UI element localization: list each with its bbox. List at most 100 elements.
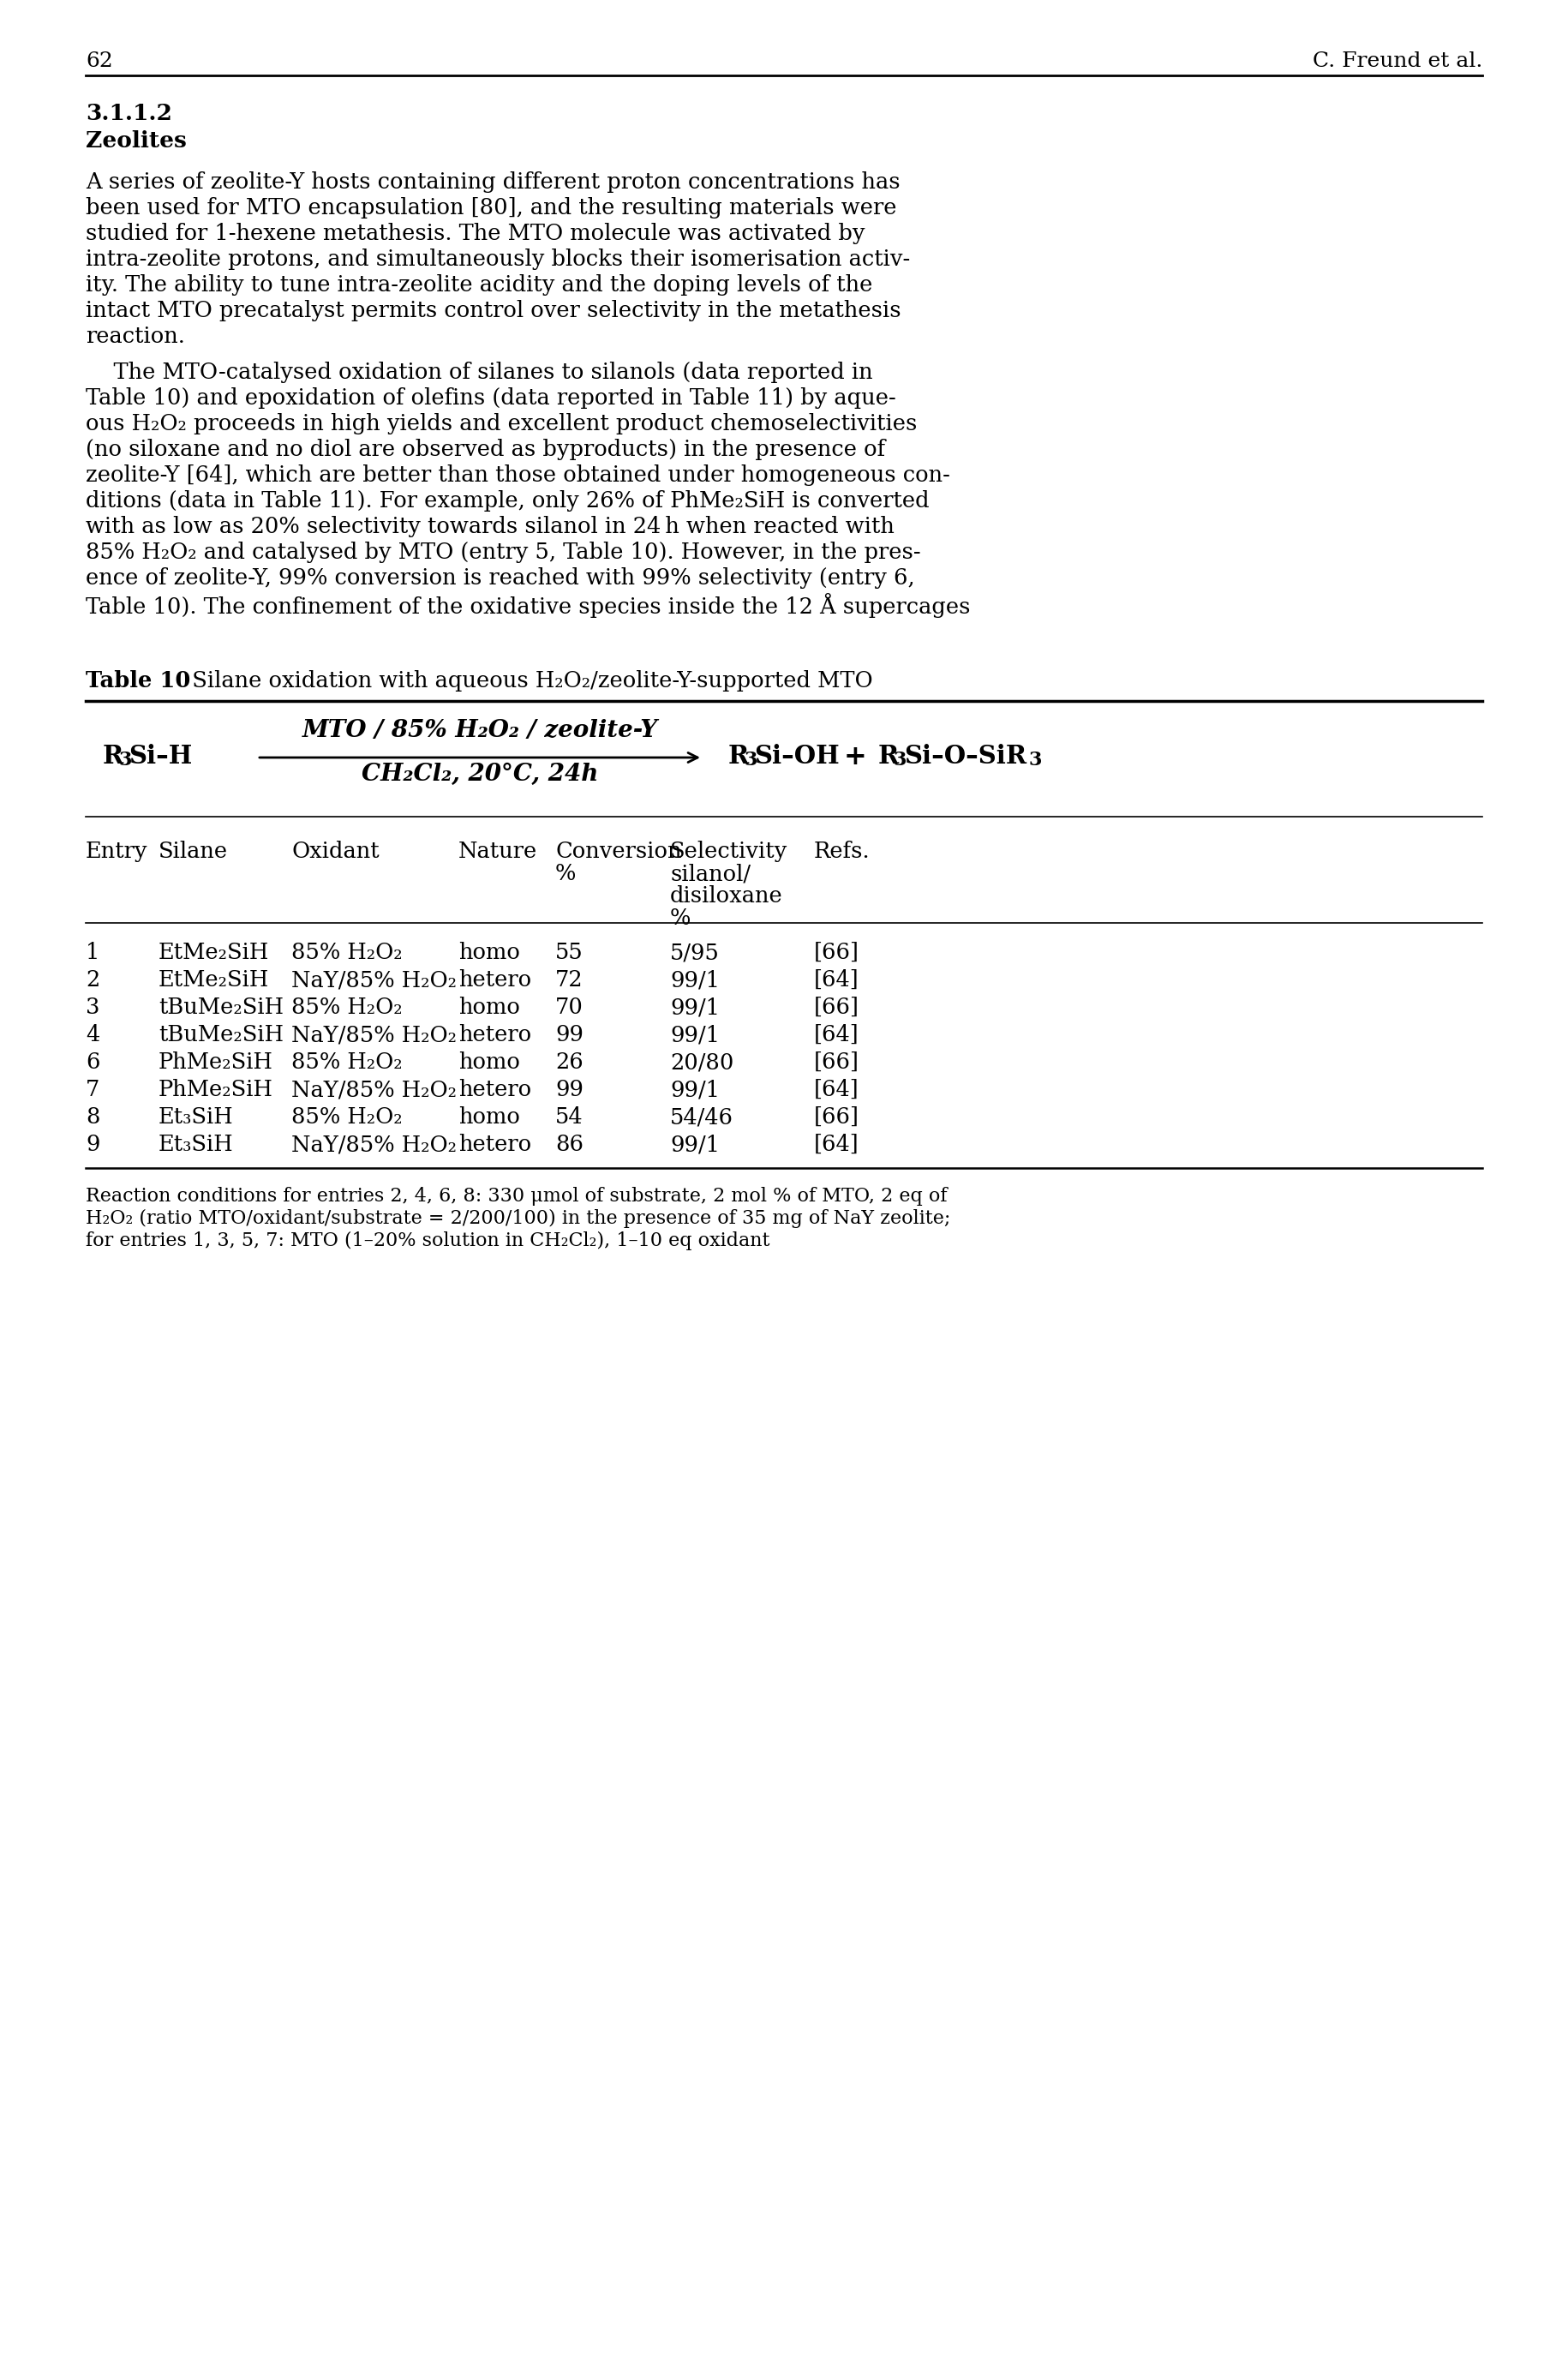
Text: zeolite-Y [64], which are better than those obtained under homogeneous con-: zeolite-Y [64], which are better than th… bbox=[86, 464, 950, 485]
Text: 5/95: 5/95 bbox=[670, 942, 720, 963]
Text: R: R bbox=[878, 744, 898, 768]
Text: disiloxane: disiloxane bbox=[670, 885, 782, 906]
Text: homo: homo bbox=[458, 942, 521, 963]
Text: 99/1: 99/1 bbox=[670, 1025, 720, 1046]
Text: R: R bbox=[728, 744, 750, 768]
Text: Zeolites: Zeolites bbox=[86, 131, 187, 152]
Text: 4: 4 bbox=[86, 1025, 100, 1046]
Text: PhMe₂SiH: PhMe₂SiH bbox=[158, 1080, 273, 1101]
Text: Nature: Nature bbox=[458, 842, 538, 863]
Text: NaY/85% H₂O₂: NaY/85% H₂O₂ bbox=[292, 1080, 456, 1101]
Text: 85% H₂O₂ and catalysed by MTO (entry 5, Table 10). However, in the pres-: 85% H₂O₂ and catalysed by MTO (entry 5, … bbox=[86, 542, 920, 564]
Text: PhMe₂SiH: PhMe₂SiH bbox=[158, 1051, 273, 1072]
Text: 3: 3 bbox=[743, 751, 757, 770]
Text: 99/1: 99/1 bbox=[670, 1134, 720, 1156]
Text: 3: 3 bbox=[86, 996, 100, 1018]
Text: 1: 1 bbox=[86, 942, 100, 963]
Text: Oxidant: Oxidant bbox=[292, 842, 379, 863]
Text: Conversion: Conversion bbox=[555, 842, 682, 863]
Text: The MTO-catalysed oxidation of silanes to silanols (data reported in: The MTO-catalysed oxidation of silanes t… bbox=[86, 361, 873, 383]
Text: Silane oxidation with aqueous H₂O₂/zeolite-Y-supported MTO: Silane oxidation with aqueous H₂O₂/zeoli… bbox=[179, 671, 873, 692]
Text: 54: 54 bbox=[555, 1106, 583, 1127]
Text: tBuMe₂SiH: tBuMe₂SiH bbox=[158, 1025, 284, 1046]
Text: homo: homo bbox=[458, 996, 521, 1018]
Text: 85% H₂O₂: 85% H₂O₂ bbox=[292, 1106, 403, 1127]
Text: Et₃SiH: Et₃SiH bbox=[158, 1134, 234, 1156]
Text: 99: 99 bbox=[555, 1080, 583, 1101]
Text: Table 10). The confinement of the oxidative species inside the 12 Å supercages: Table 10). The confinement of the oxidat… bbox=[86, 592, 971, 618]
Text: 3: 3 bbox=[118, 751, 132, 770]
Text: 70: 70 bbox=[555, 996, 583, 1018]
Text: [64]: [64] bbox=[814, 1025, 859, 1046]
Text: Table 10: Table 10 bbox=[86, 671, 191, 692]
Text: 3: 3 bbox=[1029, 751, 1041, 770]
Text: 99/1: 99/1 bbox=[670, 996, 720, 1018]
Text: 55: 55 bbox=[555, 942, 583, 963]
Text: Selectivity: Selectivity bbox=[670, 842, 787, 863]
Text: been used for MTO encapsulation [80], and the resulting materials were: been used for MTO encapsulation [80], an… bbox=[86, 197, 897, 219]
Text: 85% H₂O₂: 85% H₂O₂ bbox=[292, 1051, 403, 1072]
Text: studied for 1-hexene metathesis. The MTO molecule was activated by: studied for 1-hexene metathesis. The MTO… bbox=[86, 224, 866, 245]
Text: H₂O₂ (ratio MTO/oxidant/substrate = 2/200/100) in the presence of 35 mg of NaY z: H₂O₂ (ratio MTO/oxidant/substrate = 2/20… bbox=[86, 1208, 950, 1227]
Text: 8: 8 bbox=[86, 1106, 100, 1127]
Text: ence of zeolite-Y, 99% conversion is reached with 99% selectivity (entry 6,: ence of zeolite-Y, 99% conversion is rea… bbox=[86, 568, 914, 590]
Text: CH₂Cl₂, 20°C, 24h: CH₂Cl₂, 20°C, 24h bbox=[361, 763, 599, 785]
Text: NaY/85% H₂O₂: NaY/85% H₂O₂ bbox=[292, 1134, 456, 1156]
Text: Si–H: Si–H bbox=[129, 744, 193, 768]
Text: Si–O–SiR: Si–O–SiR bbox=[905, 744, 1027, 768]
Text: [64]: [64] bbox=[814, 1080, 859, 1101]
Text: 72: 72 bbox=[555, 970, 583, 992]
Text: homo: homo bbox=[458, 1051, 521, 1072]
Text: ditions (data in Table 11). For example, only 26% of PhMe₂SiH is converted: ditions (data in Table 11). For example,… bbox=[86, 490, 930, 511]
Text: [66]: [66] bbox=[814, 996, 859, 1018]
Text: Entry: Entry bbox=[86, 842, 147, 863]
Text: for entries 1, 3, 5, 7: MTO (1–20% solution in CH₂Cl₂), 1–10 eq oxidant: for entries 1, 3, 5, 7: MTO (1–20% solut… bbox=[86, 1232, 770, 1251]
Text: [66]: [66] bbox=[814, 1106, 859, 1127]
Text: R: R bbox=[103, 744, 124, 768]
Text: %: % bbox=[670, 908, 691, 930]
Text: MTO / 85% H₂O₂ / zeolite-Y: MTO / 85% H₂O₂ / zeolite-Y bbox=[303, 718, 657, 742]
Text: Refs.: Refs. bbox=[814, 842, 870, 863]
Text: 99: 99 bbox=[555, 1025, 583, 1046]
Text: 20/80: 20/80 bbox=[670, 1051, 734, 1072]
Text: 26: 26 bbox=[555, 1051, 583, 1072]
Text: with as low as 20% selectivity towards silanol in 24 h when reacted with: with as low as 20% selectivity towards s… bbox=[86, 516, 894, 537]
Text: Et₃SiH: Et₃SiH bbox=[158, 1106, 234, 1127]
Text: [64]: [64] bbox=[814, 970, 859, 992]
Text: Reaction conditions for entries 2, 4, 6, 8: 330 μmol of substrate, 2 mol % of MT: Reaction conditions for entries 2, 4, 6,… bbox=[86, 1187, 947, 1206]
Text: 85% H₂O₂: 85% H₂O₂ bbox=[292, 996, 403, 1018]
Text: 6: 6 bbox=[86, 1051, 100, 1072]
Text: 62: 62 bbox=[86, 52, 113, 71]
Text: 99/1: 99/1 bbox=[670, 1080, 720, 1101]
Text: hetero: hetero bbox=[458, 1025, 532, 1046]
Text: 85% H₂O₂: 85% H₂O₂ bbox=[292, 942, 403, 963]
Text: Si–OH: Si–OH bbox=[754, 744, 839, 768]
Text: intact MTO precatalyst permits control over selectivity in the metathesis: intact MTO precatalyst permits control o… bbox=[86, 300, 902, 321]
Text: A series of zeolite-Y hosts containing different proton concentrations has: A series of zeolite-Y hosts containing d… bbox=[86, 171, 900, 193]
Text: (no siloxane and no diol are observed as byproducts) in the presence of: (no siloxane and no diol are observed as… bbox=[86, 440, 886, 461]
Text: [66]: [66] bbox=[814, 1051, 859, 1072]
Text: homo: homo bbox=[458, 1106, 521, 1127]
Text: 86: 86 bbox=[555, 1134, 583, 1156]
Text: C. Freund et al.: C. Freund et al. bbox=[1312, 52, 1482, 71]
Text: hetero: hetero bbox=[458, 1134, 532, 1156]
Text: 2: 2 bbox=[86, 970, 100, 992]
Text: 3.1.1.2: 3.1.1.2 bbox=[86, 102, 172, 124]
Text: reaction.: reaction. bbox=[86, 326, 185, 347]
Text: NaY/85% H₂O₂: NaY/85% H₂O₂ bbox=[292, 970, 456, 992]
Text: 54/46: 54/46 bbox=[670, 1106, 734, 1127]
Text: EtMe₂SiH: EtMe₂SiH bbox=[158, 970, 270, 992]
Text: [66]: [66] bbox=[814, 942, 859, 963]
Text: 3: 3 bbox=[894, 751, 906, 770]
Text: ous H₂O₂ proceeds in high yields and excellent product chemoselectivities: ous H₂O₂ proceeds in high yields and exc… bbox=[86, 414, 917, 435]
Text: intra-zeolite protons, and simultaneously blocks their isomerisation activ-: intra-zeolite protons, and simultaneousl… bbox=[86, 250, 909, 271]
Text: %: % bbox=[555, 863, 575, 885]
Text: 7: 7 bbox=[86, 1080, 100, 1101]
Text: [64]: [64] bbox=[814, 1134, 859, 1156]
Text: NaY/85% H₂O₂: NaY/85% H₂O₂ bbox=[292, 1025, 456, 1046]
Text: EtMe₂SiH: EtMe₂SiH bbox=[158, 942, 270, 963]
Text: 9: 9 bbox=[86, 1134, 100, 1156]
Text: hetero: hetero bbox=[458, 970, 532, 992]
Text: hetero: hetero bbox=[458, 1080, 532, 1101]
Text: +: + bbox=[844, 744, 867, 770]
